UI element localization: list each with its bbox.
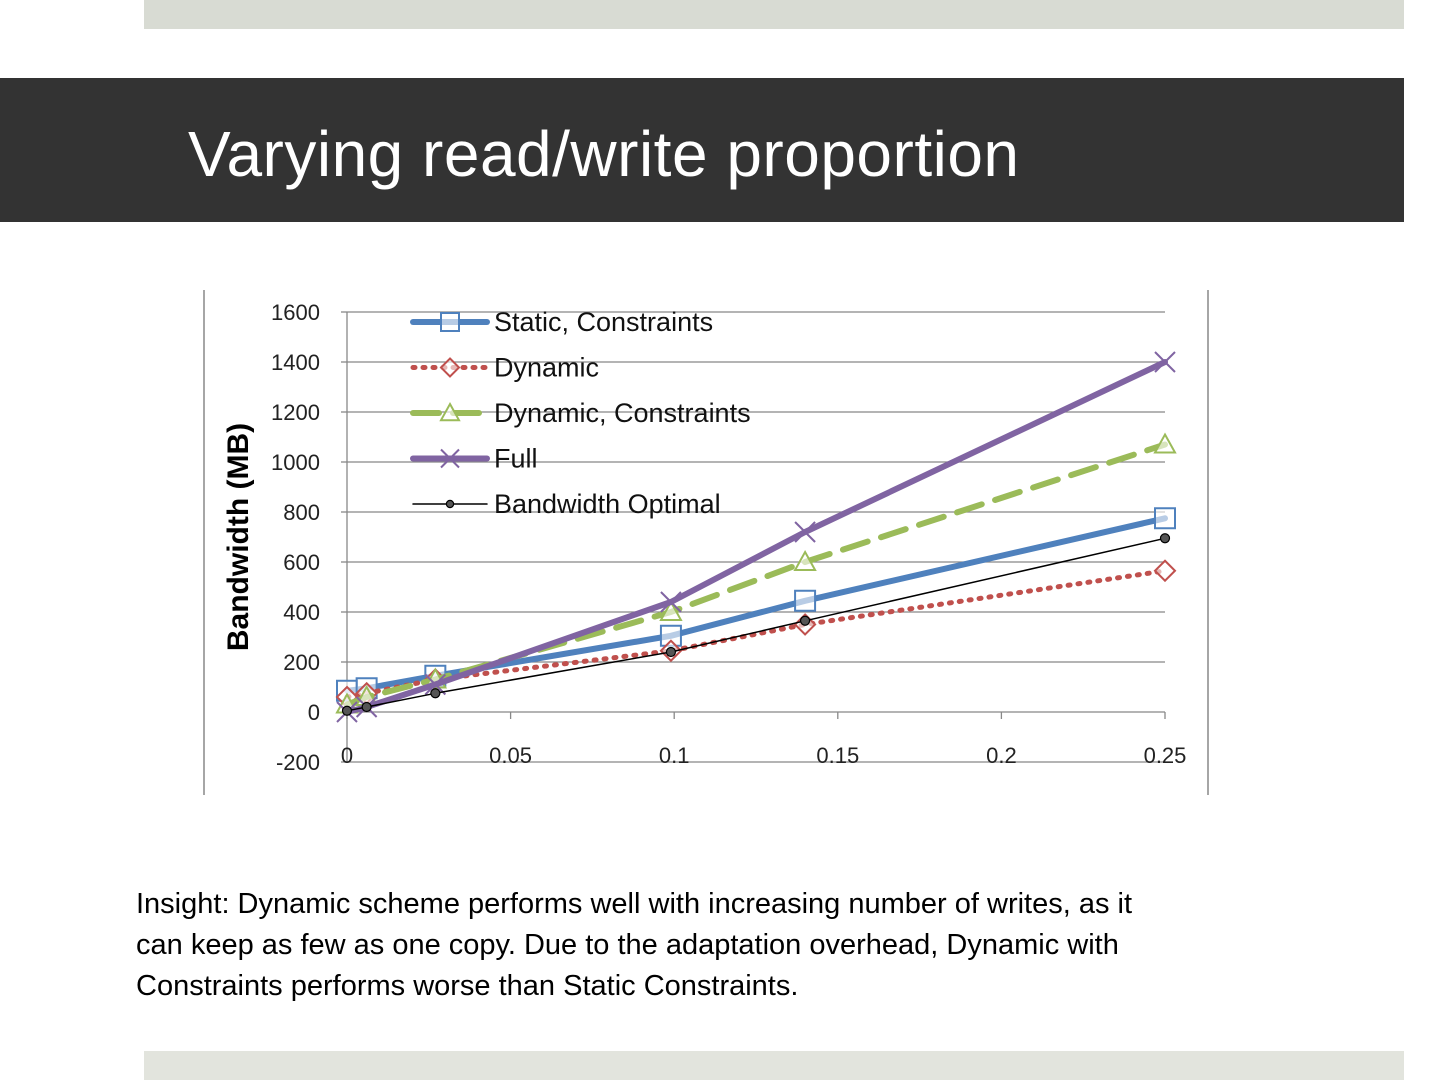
x-marker [1154,351,1176,373]
legend-item: Full [410,444,538,474]
y-tick-label: 1400 [271,350,320,375]
diamond-marker [1153,559,1177,583]
legend-item: Dynamic [410,353,599,383]
x-tick-label: 0.1 [659,743,690,768]
title-bar [0,78,1404,222]
dot-marker [361,701,372,713]
legend-item: Dynamic, Constraints [410,398,751,428]
x-marker [660,591,682,613]
slide-title: Varying read/write proportion [188,118,1020,190]
series-line [344,568,1168,700]
series-full [336,351,1176,723]
dot-marker [665,646,677,658]
legend-label: Dynamic [494,353,599,383]
y-tick-label: 1600 [271,300,320,325]
dot-marker [799,615,811,626]
y-tick-label: 400 [283,600,320,625]
legend-label: Bandwidth Optimal [494,489,721,519]
square-marker [794,589,817,612]
legend-label: Static, Constraints [494,307,713,337]
x-tick-label: 0.2 [986,743,1017,768]
legend-item: Static, Constraints [410,307,713,337]
axes: -200 0 200 400 600 800 1000 1200 1400 1600 0 0.05 0.… [271,300,1186,775]
dot-marker [1159,533,1171,544]
x-tick-label: 0.25 [1144,743,1187,768]
x-tick-label: 0.05 [489,743,532,768]
series-bandwidth-optimal [341,533,1171,716]
series-line [346,537,1166,712]
series-line [344,441,1168,708]
series-line [344,515,1168,694]
y-tick-label: 1200 [271,400,320,425]
square-marker [1154,507,1176,530]
dot-marker [445,499,455,509]
square-marker [440,312,460,332]
y-tick-label: 800 [283,500,320,525]
top-decorative-band [144,0,1404,29]
series-lines [335,351,1177,723]
series-dynamic-constraints [335,432,1177,714]
y-tick-label: 1000 [271,450,320,475]
legend-item: Bandwidth Optimal [412,489,721,519]
x-marker [794,521,816,543]
bottom-decorative-band [144,1051,1404,1080]
y-tick-label: -200 [276,750,320,775]
y-tick-label: 600 [283,550,320,575]
bandwidth-line-chart: -200 0 200 400 600 800 1000 1200 1400 1600 0 0.05 0.… [203,290,1209,795]
legend: Static, Constraints Dynamic Dynamic, Const… [410,307,751,519]
triangle-marker [439,401,461,422]
gridlines [347,311,1165,763]
chart-svg: -200 0 200 400 600 800 1000 1200 1400 1600 0 0.05 0.… [203,290,1209,795]
dot-marker [341,705,353,716]
y-axis-label: Bandwidth (MB) [222,423,255,651]
insight-text: Insight: Dynamic scheme performs well wi… [136,888,1133,1002]
y-tick-label: 200 [283,650,320,675]
x-marker [440,448,460,469]
y-tick-label: 0 [308,700,320,725]
x-marker [424,673,447,696]
triangle-marker [793,549,817,571]
legend-label: Full [494,444,538,474]
x-tick-label: 0 [341,743,353,768]
diamond-marker [439,357,461,378]
triangle-marker [659,599,683,621]
x-tick-label: 0.15 [816,743,859,768]
dot-marker [430,688,441,699]
triangle-marker [1153,432,1177,454]
legend-label: Dynamic, Constraints [494,398,751,428]
